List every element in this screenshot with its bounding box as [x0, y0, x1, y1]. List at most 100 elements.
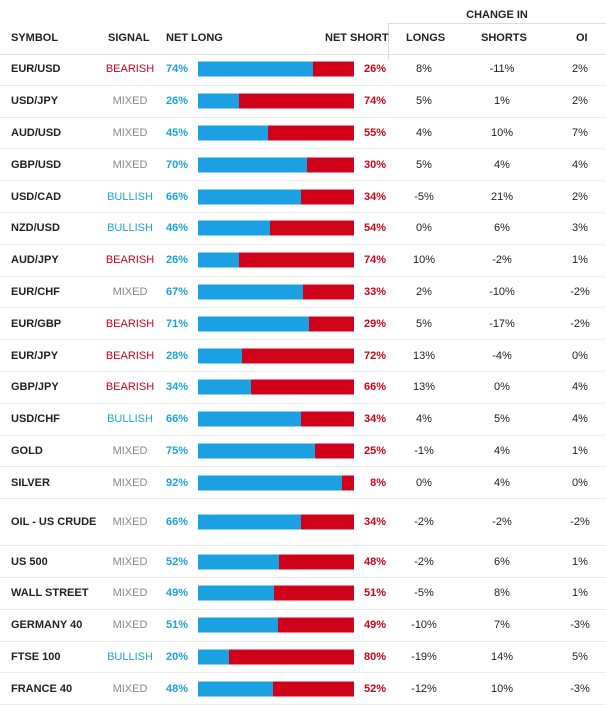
col-longs[interactable]: LONGS	[406, 32, 446, 44]
net-short-value: 72%	[363, 349, 386, 362]
sentiment-bar	[198, 443, 354, 459]
net-long-value: 66%	[166, 516, 189, 529]
signal-label: BULLISH	[107, 222, 153, 235]
symbol-link[interactable]: FRANCE 40	[11, 682, 73, 695]
oi-change: 0%	[572, 476, 588, 489]
shorts-change: -2%	[492, 516, 512, 529]
symbol-link[interactable]: GOLD	[11, 444, 43, 457]
symbol-link[interactable]: GBP/JPY	[11, 381, 59, 394]
net-long-fill	[198, 284, 303, 300]
table-row[interactable]: EUR/JPY BEARISH 28% 72% 13% -4% 0%	[0, 340, 606, 372]
change-in-heading: CHANGE IN	[466, 9, 528, 21]
shorts-change: -11%	[489, 63, 515, 76]
table-row[interactable]: FTSE 100 BULLISH 20% 80% -19% 14% 5%	[0, 642, 606, 674]
net-long-value: 46%	[166, 222, 189, 235]
table-row[interactable]: AUD/JPY BEARISH 26% 74% 10% -2% 1%	[0, 245, 606, 277]
table-row[interactable]: US 500 MIXED 52% 48% -2% 6% 1%	[0, 546, 606, 578]
table-row[interactable]: SILVER MIXED 92% 8% 0% 4% 0%	[0, 467, 606, 500]
symbol-link[interactable]: EUR/CHF	[11, 285, 60, 298]
shorts-change: 1%	[494, 95, 510, 108]
longs-change: 0%	[416, 476, 432, 489]
oi-change: 5%	[572, 650, 588, 663]
oi-change: 2%	[572, 63, 588, 76]
net-long-value: 71%	[166, 317, 189, 330]
shorts-change: 14%	[490, 650, 514, 663]
sentiment-bar	[198, 617, 354, 633]
symbol-link[interactable]: GBP/USD	[11, 158, 62, 171]
sentiment-bar	[198, 284, 354, 300]
longs-change: 4%	[416, 413, 432, 426]
table-row[interactable]: GERMANY 40 MIXED 51% 49% -10% 7% -3%	[0, 610, 606, 642]
symbol-link[interactable]: SILVER	[11, 476, 50, 489]
oi-change: -3%	[570, 619, 590, 632]
symbol-link[interactable]: GERMANY 40	[11, 619, 83, 632]
longs-change: 13%	[412, 381, 436, 394]
table-row[interactable]: OIL - US CRUDE MIXED 66% 34% -2% -2% -2%	[0, 499, 606, 547]
symbol-link[interactable]: AUD/JPY	[11, 254, 59, 267]
col-net-short[interactable]: NET SHORT	[325, 32, 389, 44]
col-symbol[interactable]: SYMBOL	[11, 32, 59, 44]
shorts-change: 6%	[494, 222, 510, 235]
shorts-change: 4%	[494, 476, 510, 489]
shorts-change: 6%	[494, 555, 510, 568]
net-long-value: 92%	[166, 476, 189, 489]
table-row[interactable]: GOLD MIXED 75% 25% -1% 4% 1%	[0, 436, 606, 468]
table-row[interactable]: FRANCE 40 MIXED 48% 52% -12% 10% -3%	[0, 673, 606, 705]
symbol-link[interactable]: EUR/USD	[11, 63, 61, 76]
net-long-fill	[198, 649, 230, 665]
col-signal[interactable]: SIGNAL	[108, 32, 150, 44]
symbol-link[interactable]: EUR/GBP	[11, 317, 62, 330]
oi-change: 7%	[572, 126, 588, 139]
table-row[interactable]: USD/CAD BULLISH 66% 34% -5% 21% 2%	[0, 181, 606, 213]
longs-change: -2%	[414, 555, 434, 568]
table-row[interactable]: WALL STREET MIXED 49% 51% -5% 8% 1%	[0, 578, 606, 610]
signal-label: BEARISH	[105, 254, 155, 267]
table-row[interactable]: USD/CHF BULLISH 66% 34% 4% 5% 4%	[0, 404, 606, 436]
table-row[interactable]: AUD/USD MIXED 45% 55% 4% 10% 7%	[0, 118, 606, 150]
symbol-link[interactable]: NZD/USD	[11, 222, 60, 235]
sentiment-bar	[198, 514, 354, 530]
table-row[interactable]: USD/JPY MIXED 26% 74% 5% 1% 2%	[0, 86, 606, 118]
net-short-value: 8%	[370, 476, 386, 489]
sentiment-bar	[198, 554, 354, 570]
table-row[interactable]: EUR/CHF MIXED 67% 33% 2% -10% -2%	[0, 277, 606, 309]
net-long-value: 74%	[166, 63, 189, 76]
symbol-link[interactable]: OIL - US CRUDE	[11, 516, 97, 529]
sentiment-bar	[198, 220, 354, 236]
symbol-link[interactable]: USD/CAD	[11, 190, 62, 203]
net-short-value: 74%	[363, 95, 386, 108]
col-shorts[interactable]: SHORTS	[481, 32, 527, 44]
symbol-link[interactable]: WALL STREET	[11, 587, 89, 600]
shorts-change: 0%	[494, 381, 510, 394]
col-net-long[interactable]: NET LONG	[166, 32, 223, 44]
longs-change: 5%	[416, 95, 432, 108]
signal-label: BULLISH	[107, 190, 153, 203]
table-row[interactable]: GBP/USD MIXED 70% 30% 5% 4% 4%	[0, 149, 606, 182]
shorts-change: -4%	[492, 349, 512, 362]
symbol-link[interactable]: AUD/USD	[11, 126, 62, 139]
signal-label: MIXED	[112, 587, 148, 600]
oi-change: 4%	[572, 381, 588, 394]
sentiment-bar	[198, 157, 354, 173]
signal-label: MIXED	[112, 285, 148, 298]
net-short-value: 74%	[363, 254, 386, 267]
net-long-fill	[198, 475, 342, 491]
table-row[interactable]: EUR/GBP BEARISH 71% 29% 5% -17% -2%	[0, 308, 606, 341]
oi-change: -2%	[570, 516, 590, 529]
table-row[interactable]: NZD/USD BULLISH 46% 54% 0% 6% 3%	[0, 213, 606, 245]
col-oi[interactable]: OI	[576, 32, 588, 44]
symbol-link[interactable]: USD/JPY	[11, 95, 59, 108]
symbol-link[interactable]: EUR/JPY	[11, 349, 59, 362]
symbol-link[interactable]: FTSE 100	[11, 650, 61, 663]
shorts-change: 10%	[490, 126, 514, 139]
symbol-link[interactable]: USD/CHF	[11, 413, 60, 426]
table-row[interactable]: GBP/JPY BEARISH 34% 66% 13% 0% 4%	[0, 372, 606, 404]
symbol-link[interactable]: US 500	[11, 555, 48, 568]
sentiment-bar	[198, 411, 354, 427]
signal-label: MIXED	[112, 555, 148, 568]
signal-label: BEARISH	[105, 317, 155, 330]
net-long-value: 66%	[166, 413, 189, 426]
shorts-change: -2%	[492, 254, 512, 267]
table-row[interactable]: EUR/USD BEARISH 74% 26% 8% -11% 2%	[0, 54, 606, 86]
signal-label: MIXED	[112, 516, 148, 529]
